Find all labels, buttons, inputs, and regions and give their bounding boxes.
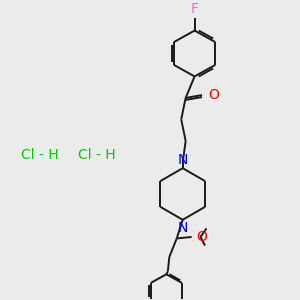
Text: Cl - H: Cl - H [78,148,115,162]
Text: N: N [178,220,188,235]
Text: O: O [208,88,219,102]
Text: Cl - H: Cl - H [21,148,59,162]
Text: F: F [190,2,199,16]
Text: O: O [196,230,207,244]
Text: N: N [178,153,188,167]
